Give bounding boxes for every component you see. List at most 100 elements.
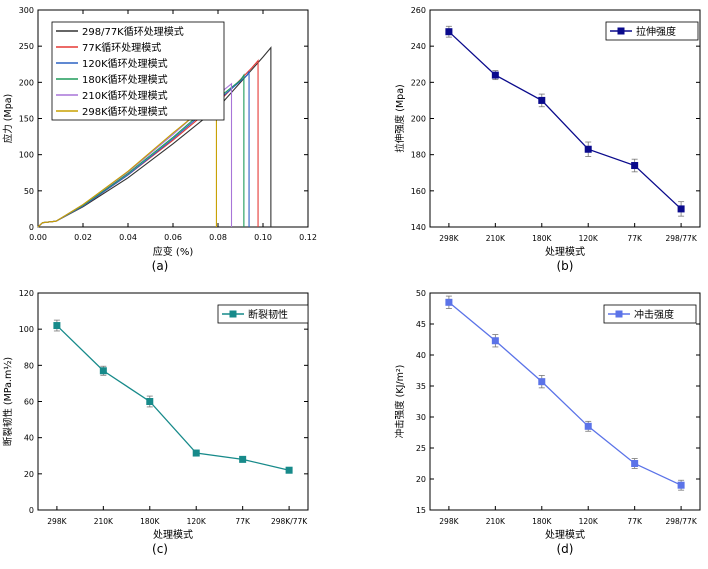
legend-entry: 210K循环处理模式 <box>82 89 168 102</box>
y-tick-label: 50 <box>416 289 426 298</box>
panel-caption: (c) <box>152 542 168 556</box>
legend-marker <box>617 27 625 35</box>
series-1 <box>53 319 293 474</box>
y-tick-label: 150 <box>19 115 34 124</box>
y-tick-label: 240 <box>411 42 426 51</box>
data-point <box>192 449 200 457</box>
panel-caption: (a) <box>152 259 169 273</box>
panel-caption: (d) <box>557 542 574 556</box>
x-tick-label: 77K <box>627 517 643 526</box>
y-tick-label: 40 <box>416 351 426 360</box>
y-tick-label: 140 <box>411 223 426 232</box>
data-point <box>285 466 293 474</box>
y-tick-label: 0 <box>29 223 34 232</box>
x-tick-label: 298/77K <box>665 234 697 243</box>
panel-c: 0 20 40 60 80 100 120 298K 210K 180K 120K 77K 298K/7… <box>2 289 309 556</box>
plot-frame <box>37 292 309 511</box>
y-tick-label: 45 <box>416 320 426 329</box>
data-point <box>631 460 639 467</box>
series-line <box>56 325 290 471</box>
series-1 <box>445 295 685 491</box>
y-tick-label: 50 <box>24 187 34 196</box>
y-tick-label: 0 <box>29 506 34 515</box>
y-axis-label: 拉伸强度 (Mpa) <box>394 84 406 152</box>
panel-a: 0 50 100 150 200 250 300 0.00 0.02 0.04 0.06 0.08 0.… <box>2 6 317 273</box>
x-tick-label: 180K <box>532 234 552 243</box>
legend: 断裂韧性 <box>217 304 309 324</box>
series-line <box>448 31 682 210</box>
legend-entry: 298/77K循环处理模式 <box>82 25 184 38</box>
y-tick-label: 260 <box>411 6 426 15</box>
legend-marker <box>615 310 623 318</box>
panel-caption: (b) <box>557 259 574 273</box>
x-tick-label: 0.12 <box>299 233 317 242</box>
data-point <box>491 71 499 79</box>
plot-frame <box>429 292 701 511</box>
x-tick-label: 77K <box>627 234 643 243</box>
y-tick-label: 100 <box>19 151 34 160</box>
data-point <box>491 337 499 345</box>
legend: 298/77K循环处理模式 77K循环处理模式 120K循环处理模式 180K循环处理… <box>51 21 225 121</box>
panel-d: 15 20 25 30 35 40 45 50 298K 210K 180K 120K 77K 298/7… <box>394 289 701 556</box>
x-tick-label: 0.10 <box>254 233 272 242</box>
y-tick-label: 35 <box>416 382 426 391</box>
y-tick-label: 40 <box>24 434 34 443</box>
x-tick-label: 298K/77K <box>271 517 308 526</box>
x-tick-label: 210K <box>486 517 506 526</box>
legend-frame <box>605 21 699 41</box>
legend-entry: 77K循环处理模式 <box>82 41 161 54</box>
series-1 <box>445 25 685 217</box>
y-tick-label: 20 <box>24 470 34 479</box>
legend: 冲击强度 <box>603 304 697 324</box>
x-tick-label: 77K <box>235 517 251 526</box>
y-tick-label: 200 <box>19 78 34 87</box>
y-axis-label: 应力 (Mpa) <box>2 94 14 143</box>
x-tick-label: 210K <box>94 517 114 526</box>
panel-b: 140 160 180 200 220 240 260 298K 210K 180K 120K 77K… <box>394 6 701 273</box>
x-tick-label: 120K <box>579 234 599 243</box>
x-axis-label: 处理模式 <box>153 528 193 541</box>
y-tick-label: 15 <box>416 506 426 515</box>
legend-entry: 冲击强度 <box>634 308 674 321</box>
x-axis-label: 应变 (%) <box>153 245 194 258</box>
x-axis-label: 处理模式 <box>545 245 585 258</box>
data-point <box>538 96 546 104</box>
y-tick-label: 60 <box>24 398 34 407</box>
y-tick-label: 220 <box>411 78 426 87</box>
legend: 拉伸强度 <box>605 21 699 41</box>
y-tick-label: 200 <box>411 115 426 124</box>
x-tick-label: 0.00 <box>29 233 47 242</box>
legend-marker <box>229 310 237 318</box>
x-tick-label: 298K <box>47 517 67 526</box>
y-tick-label: 80 <box>24 361 34 370</box>
x-tick-label: 0.06 <box>164 233 182 242</box>
data-point <box>538 378 546 386</box>
y-tick-label: 30 <box>416 413 426 422</box>
x-tick-label: 298K <box>439 234 459 243</box>
y-axis-label: 断裂韧性 (MPa.m½) <box>2 357 14 446</box>
x-tick-label: 298K <box>439 517 459 526</box>
x-tick-label: 0.02 <box>74 233 92 242</box>
plot-frame <box>429 9 701 228</box>
legend-entry: 180K循环处理模式 <box>82 73 168 86</box>
data-point <box>584 145 592 153</box>
x-tick-label: 120K <box>187 517 207 526</box>
data-point <box>445 298 453 306</box>
y-tick-label: 25 <box>416 444 426 453</box>
x-tick-label: 180K <box>532 517 552 526</box>
data-point <box>677 205 685 213</box>
x-tick-label: 120K <box>579 517 599 526</box>
y-tick-label: 250 <box>19 42 34 51</box>
data-point <box>677 481 685 489</box>
series-line <box>448 301 682 486</box>
data-point <box>99 367 107 375</box>
x-tick-label: 298/77K <box>665 517 697 526</box>
legend-entry: 298K循环处理模式 <box>82 105 168 118</box>
x-tick-label: 180K <box>140 517 160 526</box>
data-point <box>445 28 453 36</box>
data-point <box>239 455 247 463</box>
x-axis-label: 处理模式 <box>545 528 585 541</box>
legend-entry: 120K循环处理模式 <box>82 57 168 70</box>
data-point <box>584 422 592 430</box>
